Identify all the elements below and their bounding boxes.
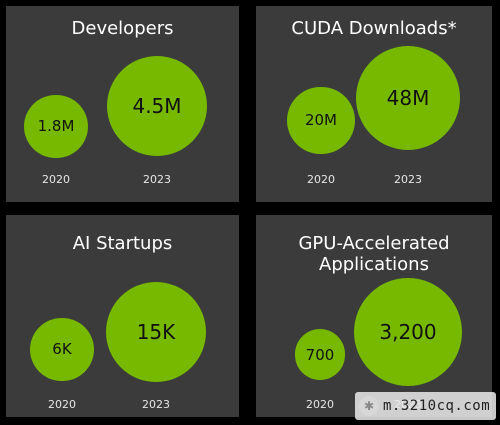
chart-title: Developers [71, 18, 174, 39]
bubble-value-label: 1.8M [37, 117, 75, 136]
bubble-2023: 3,200 [354, 278, 462, 386]
chart-panel-ai-startups: AI Startups 6K 2020 15K 2023 [6, 215, 239, 417]
year-label-2020: 2020 [48, 398, 76, 411]
bubble-2020: 1.8M [24, 94, 88, 158]
year-label-2023: 2023 [143, 173, 171, 186]
year-label-2023: 2023 [394, 173, 422, 186]
bubble-value-label: 6K [52, 340, 72, 359]
bubble-value-label: 3,200 [379, 320, 437, 344]
bubble-value-label: 15K [136, 320, 176, 344]
chart-title: GPU-Accelerated Applications [298, 233, 450, 275]
chart-title: CUDA Downloads* [291, 18, 457, 39]
bubble-value-label: 4.5M [132, 94, 182, 118]
bubble-2023: 48M [356, 46, 460, 150]
bubble-value-label: 48M [386, 86, 430, 110]
year-label-2023: 2023 [142, 398, 170, 411]
chart-panel-developers: Developers 1.8M 2020 4.5M 2023 [6, 6, 239, 202]
chart-panel-cuda-downloads: CUDA Downloads* 20M 2020 48M 2023 [256, 6, 492, 202]
year-label-2020: 2020 [306, 398, 334, 411]
bubble-2023: 4.5M [107, 56, 207, 156]
bubble-2020: 6K [30, 317, 94, 381]
year-label-2020: 2020 [307, 173, 335, 186]
year-label-2020: 2020 [42, 173, 70, 186]
chart-title: AI Startups [72, 233, 173, 254]
watermark-text: m.3210cq.com [383, 398, 491, 414]
bubble-value-label: 20M [304, 111, 337, 130]
bubble-2020: 700 [294, 329, 346, 380]
bubble-value-label: 700 [305, 345, 335, 364]
chart-panel-gpu-accelerated-applications: GPU-Accelerated Applications 700 2020 3,20… [256, 215, 492, 417]
wechat-logo-icon: ✱ [359, 396, 379, 416]
bubble-2020: 20M [287, 86, 355, 154]
bubble-2023: 15K [106, 282, 206, 382]
watermark: ✱ m.3210cq.com [355, 392, 497, 420]
